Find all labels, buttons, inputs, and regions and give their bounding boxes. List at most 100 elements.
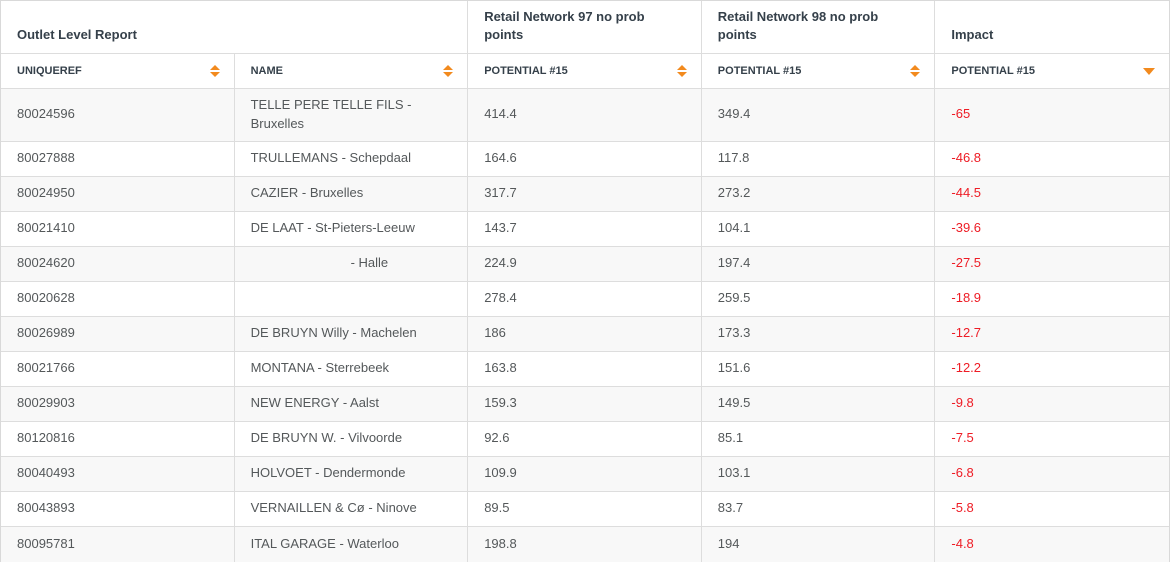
table-row[interactable]: 80040493 HOLVOET - Dendermonde 109.9 103.1-… <box>1 456 1169 492</box>
cell-rn98-potential: 103.1 <box>702 456 936 491</box>
cell-impact: -65 <box>951 106 971 122</box>
table-row[interactable]: 80020628 278.4 259.5 -18.9 <box>1 281 1169 317</box>
cell-uniqueref: 80040493 <box>1 456 235 491</box>
cell-impact: -6.8 <box>951 465 974 481</box>
group-header-outlet-level-report: Outlet Level Report <box>1 1 469 53</box>
cell-rn98-potential: 117.8 <box>702 141 936 176</box>
cell-rn98-potential: 83.7 <box>702 491 936 526</box>
cell-rn98-potential: 149.5 <box>702 386 936 421</box>
cell-uniqueref: 80021766 <box>1 351 235 386</box>
cell-uniqueref: 80020628 <box>1 281 235 316</box>
cell-uniqueref: 80021410 <box>1 211 235 246</box>
cell-impact: -18.9 <box>951 290 982 306</box>
column-header-uniqueref-label: UNIQUEREF <box>17 65 82 77</box>
cell-rn98-potential: 259.5 <box>702 281 936 316</box>
table-row[interactable]: 80021766 MONTANA - Sterrebeek 163.8 151.6 -1… <box>1 351 1169 387</box>
cell-impact: -12.2 <box>951 360 982 376</box>
sort-updown-icon[interactable] <box>676 65 687 77</box>
column-header-impact-potential-label: POTENTIAL #15 <box>951 65 1035 77</box>
cell-uniqueref: 80024596 <box>1 89 235 141</box>
column-header-row: UNIQUEREF NAME POTENTIAL #15 POTENTIAL #… <box>1 54 1169 89</box>
table-row[interactable]: 80024596 TELLE PERE TELLE FILS - Bruxelle… <box>1 89 1169 142</box>
cell-name: DE BRUYN W. - Vilvoorde <box>235 421 469 456</box>
cell-rn97-potential: 143.7 <box>468 211 702 246</box>
cell-name: TRULLEMANS - Schepdaal <box>235 141 469 176</box>
group-header-impact: Impact <box>951 26 994 42</box>
cell-rn98-potential: 173.3 <box>702 316 936 351</box>
cell-name: HOLVOET - Dendermonde <box>235 456 469 491</box>
column-header-uniqueref[interactable]: UNIQUEREF <box>1 54 235 88</box>
cell-uniqueref: 80120816 <box>1 421 235 456</box>
table-row[interactable]: 80043893 VERNAILLEN & Cø - Ninove 89.5 83.7… <box>1 491 1169 527</box>
cell-rn97-potential: 163.8 <box>468 351 702 386</box>
cell-uniqueref: 80027888 <box>1 141 235 176</box>
column-header-name-label: NAME <box>250 65 283 77</box>
cell-uniqueref: 80043893 <box>1 491 235 526</box>
group-header-row: Outlet Level Report Retail Network 97 no… <box>1 1 1169 54</box>
table-row[interactable]: 80024620- Halle 224.9 197.4 -27.5 <box>1 246 1169 282</box>
cell-rn97-potential: 159.3 <box>468 386 702 421</box>
column-header-rn98-potential[interactable]: POTENTIAL #15 <box>702 54 936 88</box>
sort-updown-icon[interactable] <box>910 65 921 77</box>
cell-name: MONTANA - Sterrebeek <box>235 351 469 386</box>
column-header-rn97-potential-label: POTENTIAL #15 <box>484 65 568 77</box>
cell-rn97-potential: 89.5 <box>468 491 702 526</box>
cell-impact: -44.5 <box>951 185 982 201</box>
cell-impact: -5.8 <box>951 500 974 516</box>
cell-rn98-potential: 85.1 <box>702 421 936 456</box>
group-header-retail-network-97: Retail Network 97 no prob points <box>468 1 702 53</box>
table-row[interactable]: 80029903 NEW ENERGY - Aalst 159.3 149.5 -9.8 <box>1 386 1169 422</box>
cell-uniqueref: 80095781 <box>1 526 235 562</box>
table-row[interactable]: 80021410 DE LAAT - St-Pieters-Leeuw 143.7 1… <box>1 211 1169 247</box>
cell-rn98-potential: 194 <box>702 526 936 562</box>
cell-name: CAZIER - Bruxelles <box>235 176 469 211</box>
table-row[interactable]: 80120816 DE BRUYN W. - Vilvoorde 92.6 85.1-… <box>1 421 1169 457</box>
cell-rn98-potential: 151.6 <box>702 351 936 386</box>
sort-updown-icon[interactable] <box>443 65 454 77</box>
cell-uniqueref: 80026989 <box>1 316 235 351</box>
cell-rn97-potential: 317.7 <box>468 176 702 211</box>
cell-rn97-potential: 164.6 <box>468 141 702 176</box>
sort-updown-icon[interactable] <box>209 65 220 77</box>
cell-uniqueref: 80024620 <box>1 246 235 281</box>
cell-rn97-potential: 414.4 <box>468 89 702 141</box>
cell-uniqueref: 80024950 <box>1 176 235 211</box>
cell-impact: -39.6 <box>951 220 982 236</box>
column-header-impact-potential[interactable]: POTENTIAL #15 <box>935 54 1169 88</box>
sort-desc-icon[interactable] <box>1143 67 1155 75</box>
cell-rn97-potential: 198.8 <box>468 526 702 562</box>
cell-rn98-potential: 349.4 <box>702 89 936 141</box>
cell-impact: -12.7 <box>951 325 982 341</box>
cell-rn98-potential: 273.2 <box>702 176 936 211</box>
table-body: 80024596 TELLE PERE TELLE FILS - Bruxelle… <box>1 89 1169 562</box>
table-row[interactable]: 80024950 CAZIER - Bruxelles 317.7 273.2 -44.… <box>1 176 1169 212</box>
cell-name: VERNAILLEN & Cø - Ninove <box>235 491 469 526</box>
group-header-retail-network-98: Retail Network 98 no prob points <box>702 1 936 53</box>
cell-name: NEW ENERGY - Aalst <box>235 386 469 421</box>
table-row[interactable]: 80027888 TRULLEMANS - Schepdaal 164.6 117.8… <box>1 141 1169 177</box>
column-header-rn98-potential-label: POTENTIAL #15 <box>717 65 802 77</box>
cell-name: DE LAAT - St-Pieters-Leeuw <box>235 211 469 246</box>
cell-name: - Halle <box>235 246 469 281</box>
redacted-name-prefix <box>251 263 351 264</box>
cell-impact: -7.5 <box>951 430 974 446</box>
column-header-name[interactable]: NAME <box>235 54 469 88</box>
cell-name: ITAL GARAGE - Waterloo <box>235 526 469 562</box>
cell-rn97-potential: 109.9 <box>468 456 702 491</box>
cell-rn97-potential: 92.6 <box>468 421 702 456</box>
cell-impact: -9.8 <box>951 395 974 411</box>
cell-name: TELLE PERE TELLE FILS - Bruxelles <box>235 89 469 141</box>
cell-impact: -4.8 <box>951 535 974 551</box>
cell-rn97-potential: 278.4 <box>468 281 702 316</box>
cell-rn98-potential: 104.1 <box>702 211 936 246</box>
cell-uniqueref: 80029903 <box>1 386 235 421</box>
cell-rn98-potential: 197.4 <box>702 246 936 281</box>
table-row[interactable]: 80095781 ITAL GARAGE - Waterloo 198.8 194 -4… <box>1 526 1169 562</box>
table-row[interactable]: 80026989 DE BRUYN Willy - Machelen 186 173.… <box>1 316 1169 352</box>
column-header-rn97-potential[interactable]: POTENTIAL #15 <box>468 54 702 88</box>
cell-impact: -46.8 <box>951 150 982 166</box>
cell-rn97-potential: 186 <box>468 316 702 351</box>
cell-impact: -27.5 <box>951 255 982 271</box>
cell-name <box>235 281 469 316</box>
